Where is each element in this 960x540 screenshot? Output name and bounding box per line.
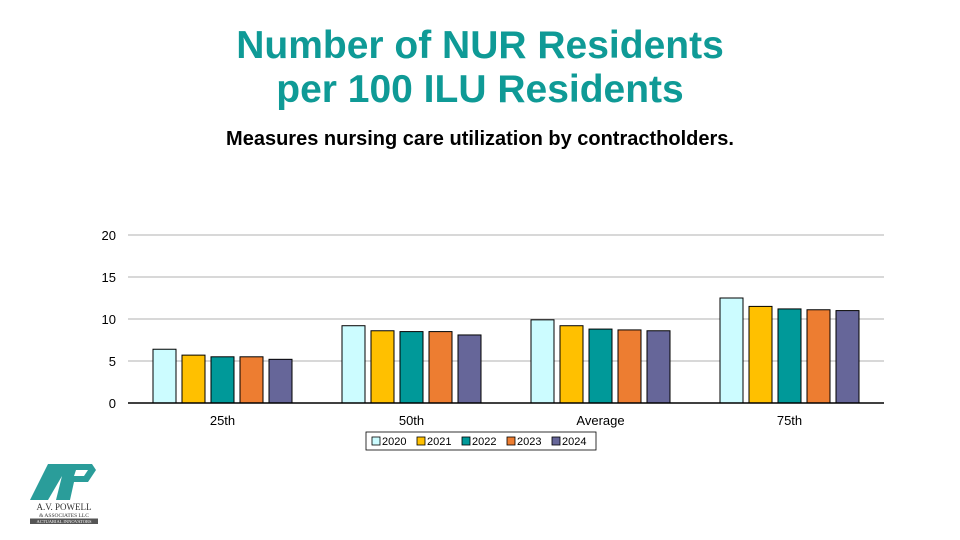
- bar-2021-25th: [181, 354, 206, 404]
- company-logo: A.V. POWELL & ASSOCIATES LLC ACTUARIAL I…: [30, 464, 98, 524]
- y-tick-label: 5: [109, 354, 116, 369]
- x-tick-label: 25th: [210, 413, 235, 428]
- bar-2024-75th: [835, 310, 860, 404]
- legend-swatch-2022: [461, 436, 471, 446]
- bar-2023-50th: [428, 331, 453, 404]
- bar-2021-Average: [559, 325, 584, 404]
- bar-2020-50th: [341, 325, 366, 404]
- bar-2022-50th: [399, 331, 424, 404]
- legend-label: 2022: [472, 436, 496, 448]
- bar-2022-Average: [588, 328, 613, 404]
- bar-2024-50th: [457, 334, 482, 404]
- bar-2021-75th: [748, 305, 773, 404]
- x-tick-label: Average: [576, 413, 624, 428]
- title-line-1: Number of NUR Residents: [236, 24, 724, 67]
- legend: [365, 431, 597, 451]
- bar-2023-75th: [806, 309, 831, 404]
- subtitle: Measures nursing care utilization by con…: [226, 128, 734, 150]
- bar-2024-Average: [646, 330, 671, 404]
- legend-label: 2024: [562, 436, 586, 448]
- bar-2020-25th: [152, 348, 177, 404]
- bar-2022-75th: [777, 308, 802, 404]
- y-tick-label: 0: [109, 396, 116, 411]
- y-tick-label: 20: [102, 228, 116, 243]
- legend-swatch-2023: [506, 436, 516, 446]
- legend-label: 2020: [382, 436, 406, 448]
- bar-2022-25th: [210, 356, 235, 404]
- logo-name: A.V. POWELL: [36, 502, 91, 512]
- y-tick-label: 15: [102, 270, 116, 285]
- bar-2023-Average: [617, 329, 642, 404]
- page-title: Number of NUR Residents per 100 ILU Resi…: [0, 24, 960, 112]
- y-tick-label: 10: [102, 312, 116, 327]
- logo-sub: & ASSOCIATES LLC: [39, 513, 89, 519]
- bar-2020-Average: [530, 319, 555, 404]
- legend-label: 2023: [517, 436, 541, 448]
- x-tick-label: 50th: [399, 413, 424, 428]
- legend-label: 2021: [427, 436, 451, 448]
- legend-swatch-2021: [416, 436, 426, 446]
- legend-swatch-2020: [371, 436, 381, 446]
- bar-2024-25th: [268, 358, 293, 404]
- logo-tagline: ACTUARIAL INNOVATORS: [36, 519, 92, 524]
- legend-swatch-2024: [551, 436, 561, 446]
- bar-2020-75th: [719, 297, 744, 404]
- bar-2021-50th: [370, 330, 395, 404]
- bar-2023-25th: [239, 356, 264, 404]
- title-line-2: per 100 ILU Residents: [276, 68, 684, 111]
- x-tick-label: 75th: [777, 413, 802, 428]
